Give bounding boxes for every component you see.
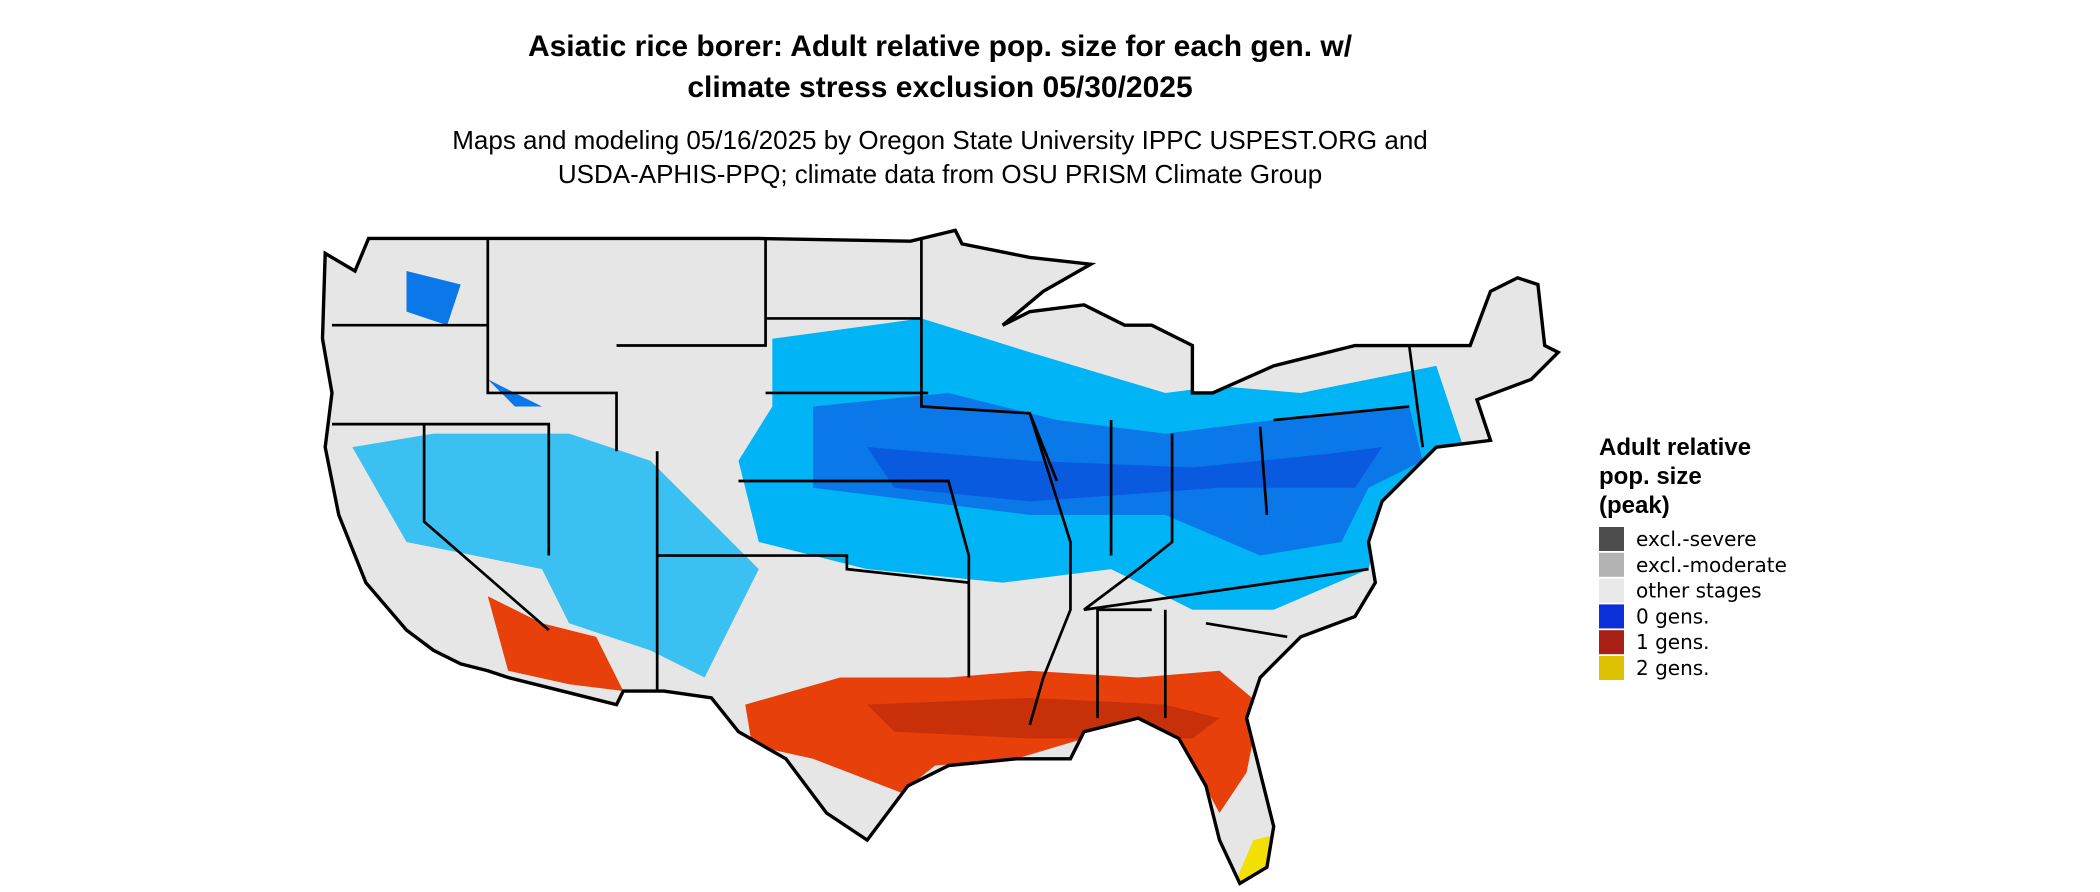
region-nw-blue	[406, 271, 542, 407]
legend-title: (peak)	[1599, 492, 1670, 519]
region-dark-blue	[867, 447, 1383, 502]
subtitle-line: USDA-APHIS-PPQ; climate data from OSU PR…	[558, 159, 1322, 189]
titles: Asiatic rice borer: Adult relative pop. …	[452, 30, 1428, 189]
legend-swatch	[1599, 552, 1624, 577]
title-line: climate stress exclusion 05/30/2025	[687, 71, 1192, 104]
state-borders	[320, 228, 1560, 886]
legend-label: 1 gens.	[1636, 630, 1710, 654]
subtitle-line: Maps and modeling 05/16/2025 by Oregon S…	[452, 125, 1428, 155]
legend-swatch	[1599, 604, 1624, 629]
legend-title: pop. size	[1599, 463, 1702, 490]
legend-swatch	[1599, 578, 1624, 603]
legend-label: other stages	[1636, 579, 1762, 603]
legend-swatch	[1599, 527, 1624, 551]
map	[320, 228, 1560, 886]
legend-swatch	[1599, 656, 1624, 680]
region-az-red	[487, 596, 624, 692]
legend-label: excl.-severe	[1636, 527, 1757, 551]
legend-label: excl.-moderate	[1636, 553, 1787, 577]
title-line: Asiatic rice borer: Adult relative pop. …	[528, 30, 1353, 63]
legend-title: Adult relative	[1599, 434, 1751, 461]
legend-swatch	[1599, 630, 1624, 655]
legend-label: 0 gens.	[1636, 604, 1710, 628]
legend-label: 2 gens.	[1636, 656, 1710, 680]
